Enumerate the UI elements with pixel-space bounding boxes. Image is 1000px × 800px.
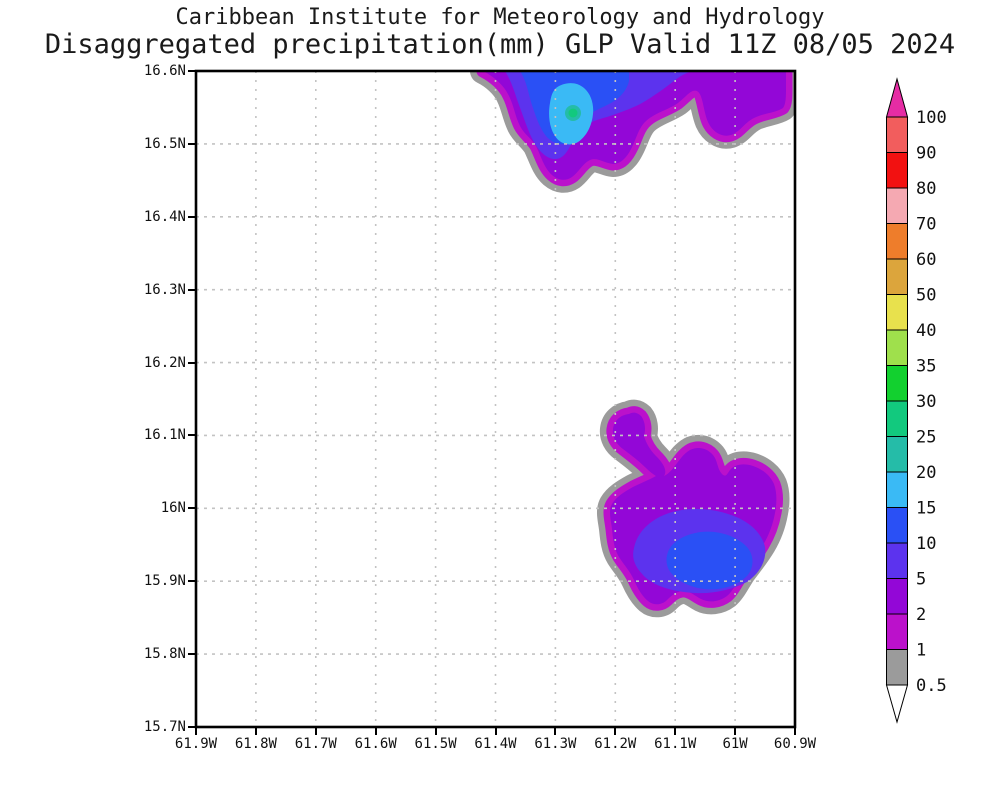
colorbar-segment [886, 223, 908, 260]
y-axis-tick-label: 15.8N [143, 646, 186, 663]
x-axis-tick-label: 60.9W [773, 736, 817, 752]
y-axis-tick-label: 16N [160, 500, 186, 517]
colorbar-segment [886, 329, 908, 366]
colorbar-tick-label: 10 [916, 534, 936, 554]
x-axis-tick-mark [794, 727, 796, 735]
y-axis-tick-label: 16.1N [143, 427, 186, 444]
colorbar-segment [886, 542, 908, 579]
colorbar-segment [886, 152, 908, 189]
colorbar-tick-label: 1 [916, 641, 926, 661]
colorbar-tick-label: 100 [916, 108, 947, 128]
x-axis-tick-mark [195, 727, 197, 735]
figure-title-variable-valid-time: Disaggregated precipitation(mm) GLP Vali… [44, 29, 956, 60]
y-axis-tick-mark [188, 507, 196, 510]
y-axis-tick-label: 16.5N [143, 135, 186, 152]
y-axis-tick-label: 16.6N [143, 63, 186, 79]
colorbar-tick-label: 20 [916, 463, 936, 483]
colorbar-segment [886, 471, 908, 508]
colorbar-tick-label: 15 [916, 499, 936, 519]
colorbar-tick-label: 0.5 [916, 676, 947, 696]
colorbar-tick-label: 50 [916, 286, 936, 306]
colorbar-segment [886, 613, 908, 650]
x-axis-tick-label: 61.8W [234, 736, 277, 752]
y-axis-tick-label: 16.4N [143, 208, 186, 225]
y-axis-tick-label: 15.7N [143, 719, 186, 735]
y-axis-tick-mark [188, 361, 196, 364]
colorbar-tick-label: 2 [916, 605, 926, 625]
x-axis-tick-label: 61.7W [294, 736, 337, 752]
x-axis-tick-mark [494, 727, 497, 735]
colorbar-segment [886, 365, 908, 402]
graticule-gridlines [196, 71, 795, 727]
colorbar-tick-label: 5 [916, 570, 926, 590]
colorbar-tick-label: 40 [916, 321, 936, 341]
y-axis-tick-mark [188, 288, 196, 291]
colorbar-segment [886, 436, 908, 473]
colorbar-segment [886, 507, 908, 544]
x-axis-tick-label: 61.1W [654, 736, 697, 752]
colorbar-segment [886, 116, 908, 153]
x-axis-tick-label: 61.9W [174, 736, 218, 752]
x-axis-tick-mark [434, 727, 437, 735]
colorbar-segment [886, 187, 908, 224]
colorbar-tick-label: 80 [916, 179, 936, 199]
y-axis-tick-mark [188, 434, 196, 437]
x-axis-tick-label: 61.3W [534, 736, 577, 752]
colorbar-tick-label: 30 [916, 392, 936, 412]
x-axis-tick-label: 61W [722, 736, 748, 752]
x-axis-tick-mark [674, 727, 677, 735]
y-axis-tick-mark [188, 215, 196, 218]
x-axis-tick-label: 61.6W [354, 736, 397, 752]
north-cell-band-25mm [568, 108, 578, 118]
x-axis-tick-label: 61.2W [594, 736, 637, 752]
x-axis-tick-mark [314, 727, 317, 735]
y-axis-tick-mark [188, 70, 196, 72]
y-axis-tick-label: 16.3N [143, 281, 186, 298]
colorbar-over-arrow [885, 77, 909, 118]
colorbar-segment [886, 258, 908, 295]
y-axis-tick-mark [188, 580, 196, 583]
y-axis-tick-mark [188, 142, 196, 145]
x-axis-tick-mark [554, 727, 557, 735]
figure-title-institution: Caribbean Institute for Meteorology and … [175, 5, 825, 30]
colorbar-segment [886, 649, 908, 686]
x-axis-tick-label: 61.4W [474, 736, 517, 752]
x-axis-tick-mark [374, 727, 377, 735]
x-axis-tick-mark [734, 727, 737, 735]
colorbar-under-arrow [885, 684, 909, 724]
y-axis-tick-label: 16.2N [143, 354, 186, 371]
colorbar-tick-label: 60 [916, 250, 936, 270]
colorbar-tick-label: 90 [916, 144, 936, 164]
south-cell-band-10mm [666, 531, 753, 590]
colorbar-tick-label: 35 [916, 357, 936, 377]
colorbar-tick-label: 70 [916, 215, 936, 235]
x-axis-tick-mark [614, 727, 617, 735]
colorbar-segment [886, 578, 908, 615]
colorbar-segment [886, 294, 908, 331]
y-axis-tick-mark [188, 726, 196, 728]
y-axis-tick-mark [188, 653, 196, 656]
x-axis-tick-mark [254, 727, 257, 735]
colorbar-segment [886, 400, 908, 437]
x-axis-tick-label: 61.5W [414, 736, 457, 752]
y-axis-tick-label: 15.9N [143, 573, 186, 590]
colorbar-tick-label: 25 [916, 428, 936, 448]
